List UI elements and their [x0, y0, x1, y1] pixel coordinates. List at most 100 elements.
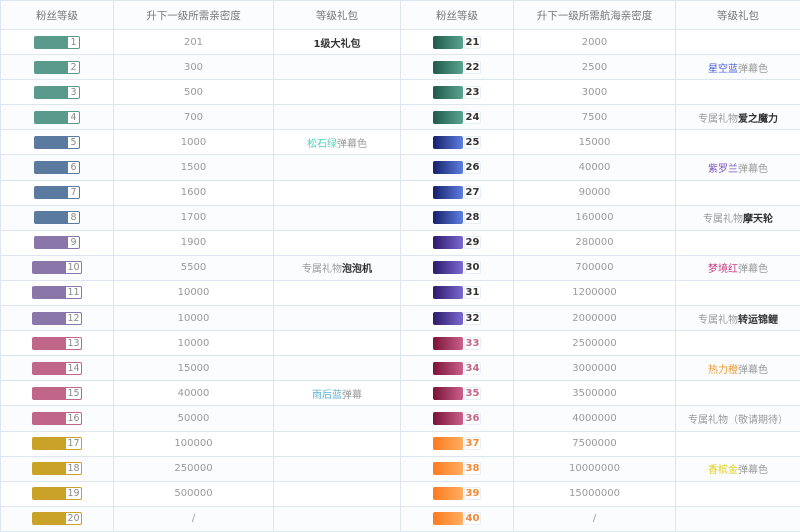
- gift-cell: 1级大礼包: [274, 30, 401, 55]
- intimacy-value: 1600: [114, 180, 274, 205]
- badge-bar: [433, 337, 463, 350]
- fan-badge: 5: [34, 136, 80, 149]
- gift-cell: 雨后蓝弹幕: [274, 381, 401, 406]
- fan-badge: 23: [433, 86, 482, 99]
- fan-level-cell: 22: [401, 55, 514, 80]
- badge-level: 8: [67, 211, 80, 224]
- table-row: 14 15000 34 3000000 热力橙弹幕色: [1, 356, 800, 381]
- fan-level-cell: 35: [401, 381, 514, 406]
- fan-badge: 19: [32, 487, 81, 500]
- fan-badge: 22: [433, 61, 482, 74]
- intimacy-value: 201: [114, 30, 274, 55]
- voyage-intimacy-value: 7500: [514, 105, 676, 130]
- badge-level: 36: [464, 412, 482, 425]
- badge-bar: [433, 512, 463, 525]
- fan-badge: 13: [32, 337, 81, 350]
- intimacy-value: 500: [114, 80, 274, 105]
- gift-cell: [274, 280, 401, 305]
- table-row: 16 50000 36 4000000 专属礼物（敬请期待）: [1, 406, 800, 431]
- badge-bar: [32, 512, 65, 525]
- fan-badge: 38: [433, 462, 482, 475]
- fan-badge: 36: [433, 412, 482, 425]
- fan-level-cell: 29: [401, 230, 514, 255]
- badge-level: 18: [65, 462, 81, 475]
- fan-badge: 12: [32, 312, 81, 325]
- fan-level-cell: 11: [1, 280, 114, 305]
- gift-cell: [274, 180, 401, 205]
- badge-bar: [433, 412, 463, 425]
- fan-level-cell: 33: [401, 331, 514, 356]
- fan-badge: 8: [34, 211, 80, 224]
- gift-cell: [274, 431, 401, 456]
- gift-cell: [274, 55, 401, 80]
- table-row: 7 1600 27 90000: [1, 180, 800, 205]
- voyage-intimacy-value: 7500000: [514, 431, 676, 456]
- table-row: 17 100000 37 7500000: [1, 431, 800, 456]
- fan-level-cell: 23: [401, 80, 514, 105]
- gift-prefix: 专属礼物（敬请期待）: [688, 415, 788, 426]
- gift-highlight: 梦境红: [708, 264, 738, 275]
- gift-cell: [274, 230, 401, 255]
- gift-cell: 热力橙弹幕色: [676, 356, 800, 381]
- fan-badge: 6: [34, 161, 80, 174]
- badge-level: 25: [464, 136, 482, 149]
- gift-cell: [676, 381, 800, 406]
- badge-level: 1: [67, 36, 80, 49]
- gift-cell: [676, 431, 800, 456]
- badge-level: 5: [67, 136, 80, 149]
- gift-highlight: 热力橙: [708, 365, 738, 376]
- fan-badge: 34: [433, 362, 482, 375]
- fan-level-cell: 30: [401, 255, 514, 280]
- fan-level-cell: 39: [401, 481, 514, 506]
- badge-level: 11: [65, 286, 81, 299]
- fan-level-cell: 40: [401, 506, 514, 531]
- fan-level-cell: 37: [401, 431, 514, 456]
- fan-badge: 27: [433, 186, 482, 199]
- badge-level: 30: [464, 261, 482, 274]
- badge-bar: [433, 86, 463, 99]
- voyage-intimacy-value: 2000: [514, 30, 676, 55]
- table-row: 9 1900 29 280000: [1, 230, 800, 255]
- badge-bar: [433, 487, 463, 500]
- gift-cell: [676, 331, 800, 356]
- fan-badge: 37: [433, 437, 482, 450]
- table-row: 18 250000 38 10000000 香槟金弹幕色: [1, 456, 800, 481]
- gift-highlight: 松石绿: [307, 139, 337, 150]
- fan-badge: 28: [433, 211, 482, 224]
- gift-highlight: 泡泡机: [342, 264, 372, 275]
- badge-level: 3: [67, 86, 80, 99]
- badge-level: 4: [67, 111, 80, 124]
- fan-badge: 14: [32, 362, 81, 375]
- fan-badge: 18: [32, 462, 81, 475]
- badge-level: 31: [464, 286, 482, 299]
- intimacy-value: 1000: [114, 130, 274, 155]
- intimacy-value: 15000: [114, 356, 274, 381]
- badge-bar: [433, 387, 463, 400]
- gift-highlight: 香槟金: [708, 465, 738, 476]
- badge-level: 34: [464, 362, 482, 375]
- fan-level-cell: 34: [401, 356, 514, 381]
- intimacy-value: 1900: [114, 230, 274, 255]
- badge-level: 22: [464, 61, 482, 74]
- fan-level-cell: 21: [401, 30, 514, 55]
- badge-bar: [433, 462, 463, 475]
- fan-level-cell: 15: [1, 381, 114, 406]
- badge-bar: [34, 36, 67, 49]
- intimacy-value: 10000: [114, 306, 274, 331]
- badge-bar: [34, 111, 67, 124]
- fan-level-cell: 14: [1, 356, 114, 381]
- gift-cell: [676, 80, 800, 105]
- voyage-intimacy-value: 3500000: [514, 381, 676, 406]
- header-voyage-intimacy: 升下一级所需航海亲密度: [514, 1, 676, 30]
- gift-cell: [274, 506, 401, 531]
- intimacy-value: 300: [114, 55, 274, 80]
- gift-cell: [274, 205, 401, 230]
- fan-level-cell: 26: [401, 155, 514, 180]
- gift-cell: 星空蓝弹幕色: [676, 55, 800, 80]
- gift-cell: [274, 406, 401, 431]
- intimacy-value: 5500: [114, 255, 274, 280]
- badge-bar: [433, 61, 463, 74]
- gift-cell: [676, 180, 800, 205]
- fan-level-cell: 28: [401, 205, 514, 230]
- table-row: 10 5500 专属礼物泡泡机 30 700000 梦境红弹幕色: [1, 255, 800, 280]
